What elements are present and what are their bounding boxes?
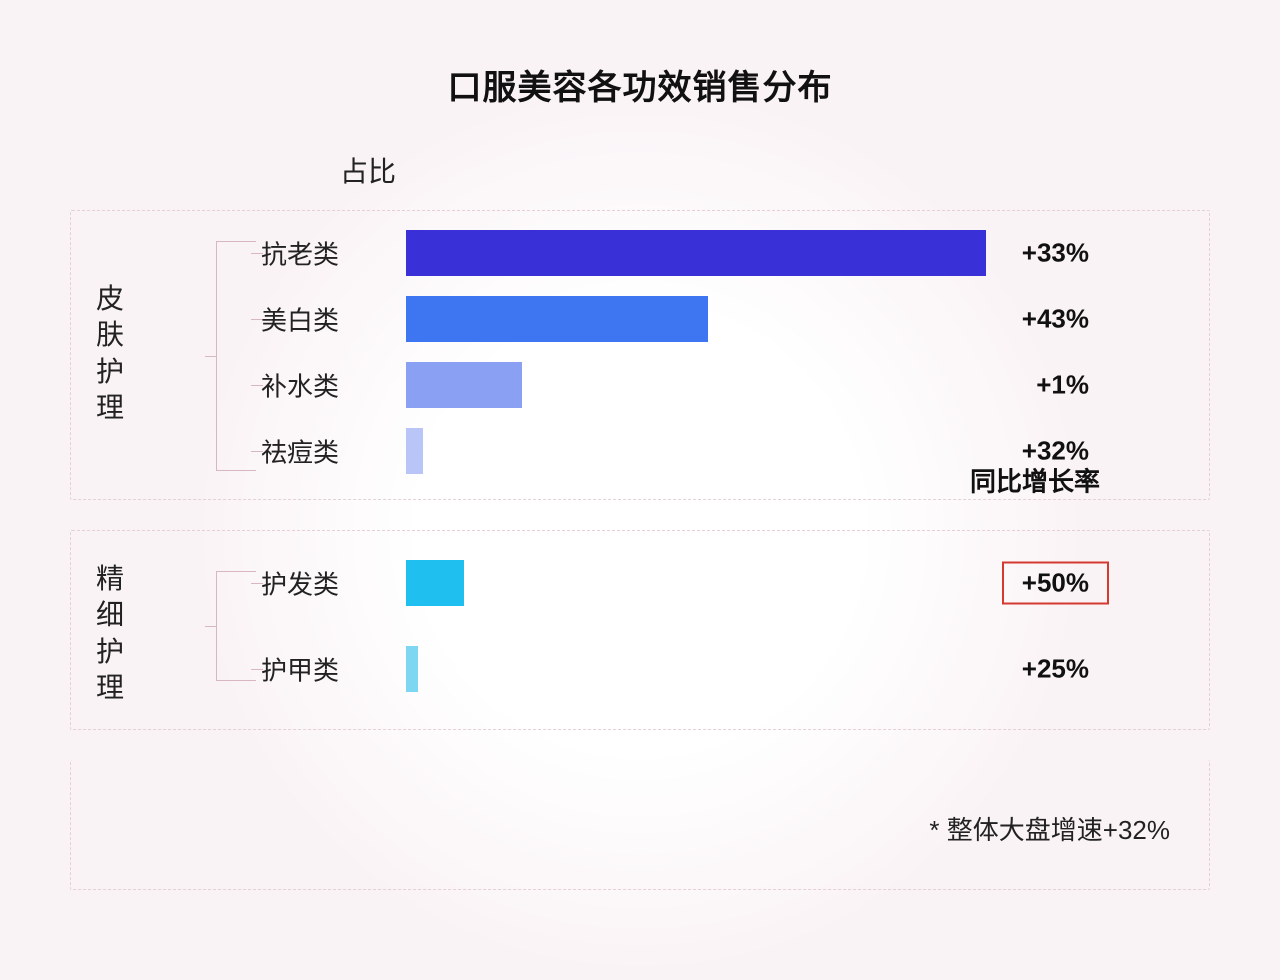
bar — [406, 428, 423, 474]
growth-value: +43% — [1022, 304, 1089, 335]
chart-row: 抗老类 +33% — [71, 223, 1209, 283]
group-panel-detail: 精细护理 护发类 +50% 护甲类 +25% — [70, 530, 1210, 730]
row-label: 护甲类 — [261, 651, 339, 688]
growth-value: +33% — [1022, 238, 1089, 269]
bar — [406, 230, 986, 276]
row-label: 祛痘类 — [261, 433, 339, 470]
growth-value-highlight: +50% — [1002, 562, 1109, 605]
group-panel-skin: 皮肤护理 抗老类 +33% 美白类 +43% 补水类 +1% 祛痘类 +32% — [70, 210, 1210, 500]
bar — [406, 646, 418, 692]
chart-row: 护甲类 +25% — [71, 639, 1209, 699]
chart-row: 祛痘类 +32% — [71, 421, 1209, 481]
growth-value: +25% — [1022, 654, 1089, 685]
footnote: * 整体大盘增速+32% — [929, 810, 1170, 847]
row-label: 抗老类 — [261, 235, 339, 272]
row-label: 美白类 — [261, 301, 339, 338]
row-label: 护发类 — [261, 565, 339, 602]
growth-value: +32% — [1022, 436, 1089, 467]
chart-row: 补水类 +1% — [71, 355, 1209, 415]
row-label: 补水类 — [261, 367, 339, 404]
chart-title: 口服美容各功效销售分布 — [0, 60, 1280, 109]
chart-row: 美白类 +43% — [71, 289, 1209, 349]
bar — [406, 362, 522, 408]
bar — [406, 296, 708, 342]
growth-value: +1% — [1036, 370, 1089, 401]
bar — [406, 560, 464, 606]
column-header-share: 占比 — [340, 150, 396, 190]
chart-row: 护发类 +50% — [71, 553, 1209, 613]
